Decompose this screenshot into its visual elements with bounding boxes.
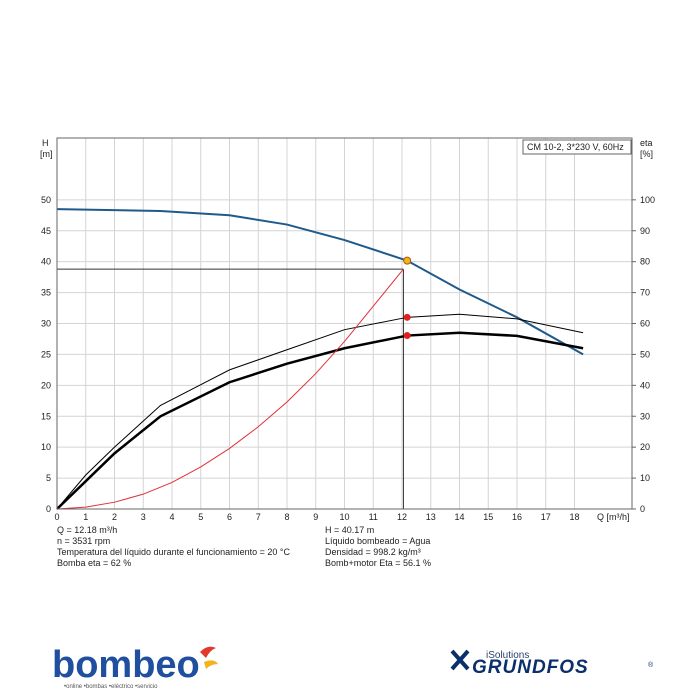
series-line (56, 313, 584, 510)
x-tick-label: 15 (483, 512, 493, 522)
point-marker (403, 313, 411, 321)
y2-tick-label: 50 (640, 349, 650, 359)
legend-box (522, 139, 632, 155)
y-tick-label: 45 (41, 226, 51, 236)
info-text: Densidad = 998.2 kg/m³ (325, 547, 421, 557)
bombeo-logo: bombeo (52, 644, 200, 686)
x-tick-label: 18 (569, 512, 579, 522)
x-tick-label: 6 (227, 512, 232, 522)
x-tick-label: 4 (169, 512, 174, 522)
x-tick-label: 17 (541, 512, 551, 522)
y-tick-label: 20 (41, 380, 51, 390)
grundfos-logo: GRUNDFOS (472, 657, 589, 678)
info-text: Temperatura del líquido durante el funci… (57, 547, 290, 557)
y2-tick-label: 90 (640, 226, 650, 236)
y-tick-label: 40 (41, 257, 51, 267)
plot: 0 1 2 3 4 5 6 7 8 9 10 11 12 13 14 15 16 17 18051015202530… (41, 138, 655, 522)
series-line (56, 268, 404, 510)
y2-tick-label: 0 (640, 504, 645, 514)
isolutions: iSolutions (486, 650, 529, 661)
info-text: H = 40.17 m (325, 525, 374, 535)
y2-tick-label: 80 (640, 257, 650, 267)
x-tick-label: 14 (454, 512, 464, 522)
x-label: Q [m³/h] (597, 512, 630, 522)
point-marker (403, 332, 411, 340)
y2-unit: [%] (640, 149, 653, 159)
x-tick-label: 9 (313, 512, 318, 522)
info-text: Bomb+motor Eta = 56.1 % (325, 558, 431, 568)
x-tick-label: 12 (397, 512, 407, 522)
x-tick-label: 1 (83, 512, 88, 522)
y-tick-label: 15 (41, 411, 51, 421)
series-line (56, 331, 584, 510)
logo-swoosh (204, 660, 218, 669)
y-tick-label: 50 (41, 195, 51, 205)
y2-tick-label: 70 (640, 288, 650, 298)
series-line (56, 208, 584, 356)
registered: ® (648, 661, 654, 669)
y-tick-label: 5 (46, 473, 51, 483)
x-tick-label: 5 (198, 512, 203, 522)
x-tick-label: 2 (112, 512, 117, 522)
y-tick-label: 25 (41, 349, 51, 359)
x-tick-label: 0 (54, 512, 59, 522)
x-tick-label: 8 (284, 512, 289, 522)
info-text: Q = 12.18 m³/h (57, 525, 117, 535)
x-tick-label: 7 (256, 512, 261, 522)
y-tick-label: 30 (41, 319, 51, 329)
y2-tick-label: 60 (640, 319, 650, 329)
legend-text: CM 10-2, 3*230 V, 60Hz (527, 142, 624, 152)
y2-tick-label: 40 (640, 380, 650, 390)
y-tick-label: 35 (41, 288, 51, 298)
x-tick-label: 10 (339, 512, 349, 522)
bombeo-tagline: •online •bombas •eléctrico •servicio (64, 684, 158, 690)
x-tick-label: 13 (426, 512, 436, 522)
x-tick-label: 3 (141, 512, 146, 522)
y2-tick-label: 30 (640, 411, 650, 421)
grundfos-icon (450, 649, 470, 671)
y-unit: [m] (40, 149, 53, 159)
y-label: H (42, 138, 49, 148)
plot-frame (56, 137, 633, 510)
y2-label: eta (640, 138, 653, 148)
logo-swoosh (200, 646, 216, 658)
y-tick-label: 0 (46, 504, 51, 514)
y2-tick-label: 100 (640, 195, 655, 205)
y2-tick-label: 10 (640, 473, 650, 483)
info-text: n = 3531 rpm (57, 536, 110, 546)
y2-tick-label: 20 (640, 442, 650, 452)
x-tick-label: 16 (512, 512, 522, 522)
info-text: Líquido bombeado = Agua (325, 536, 430, 546)
point-marker (403, 256, 412, 265)
x-tick-label: 11 (369, 512, 378, 522)
y-tick-label: 10 (41, 442, 51, 452)
info-text: Bomba eta = 62 % (57, 558, 131, 568)
